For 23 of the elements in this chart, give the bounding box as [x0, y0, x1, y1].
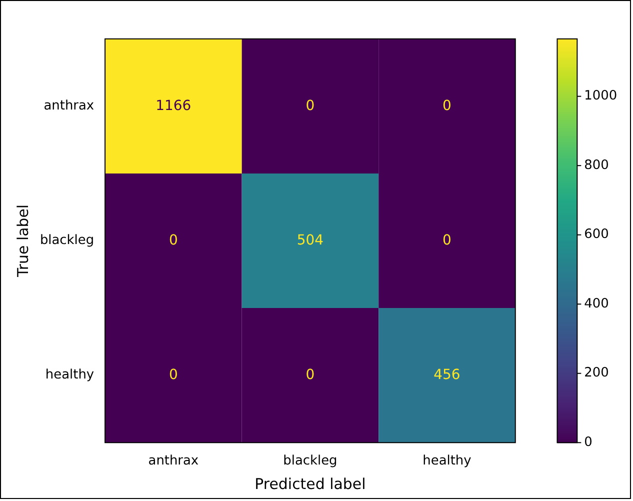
color-bar-label: 400	[584, 296, 609, 312]
color-bar-label: 1000	[584, 88, 618, 104]
color-bar-label: 200	[584, 366, 609, 381]
y-tick-label: anthrax	[44, 98, 94, 114]
data-label: 456	[434, 366, 460, 383]
data-label: 0	[442, 98, 452, 114]
data-label: 0	[168, 366, 178, 383]
color-bar-label: 0	[584, 434, 592, 450]
x-tick-label: anthrax	[148, 454, 199, 469]
x-tick-label: healthy	[422, 454, 472, 469]
data-label: 1166	[156, 98, 192, 114]
data-label: 0	[442, 232, 452, 248]
data-label: 504	[296, 232, 324, 248]
x-axis-title: Predicted label	[254, 474, 366, 493]
data-label: 0	[306, 366, 315, 383]
y-tick-label: blackleg	[40, 233, 94, 248]
data-label: 0	[168, 232, 178, 248]
data-label: 0	[306, 98, 315, 114]
y-axis-title: True label	[14, 204, 32, 278]
color-bar-label: 600	[584, 227, 609, 242]
x-tick-label: blackleg	[283, 454, 338, 469]
y-tick-label: healthy	[45, 368, 94, 383]
color-bar-label: 800	[584, 158, 609, 173]
